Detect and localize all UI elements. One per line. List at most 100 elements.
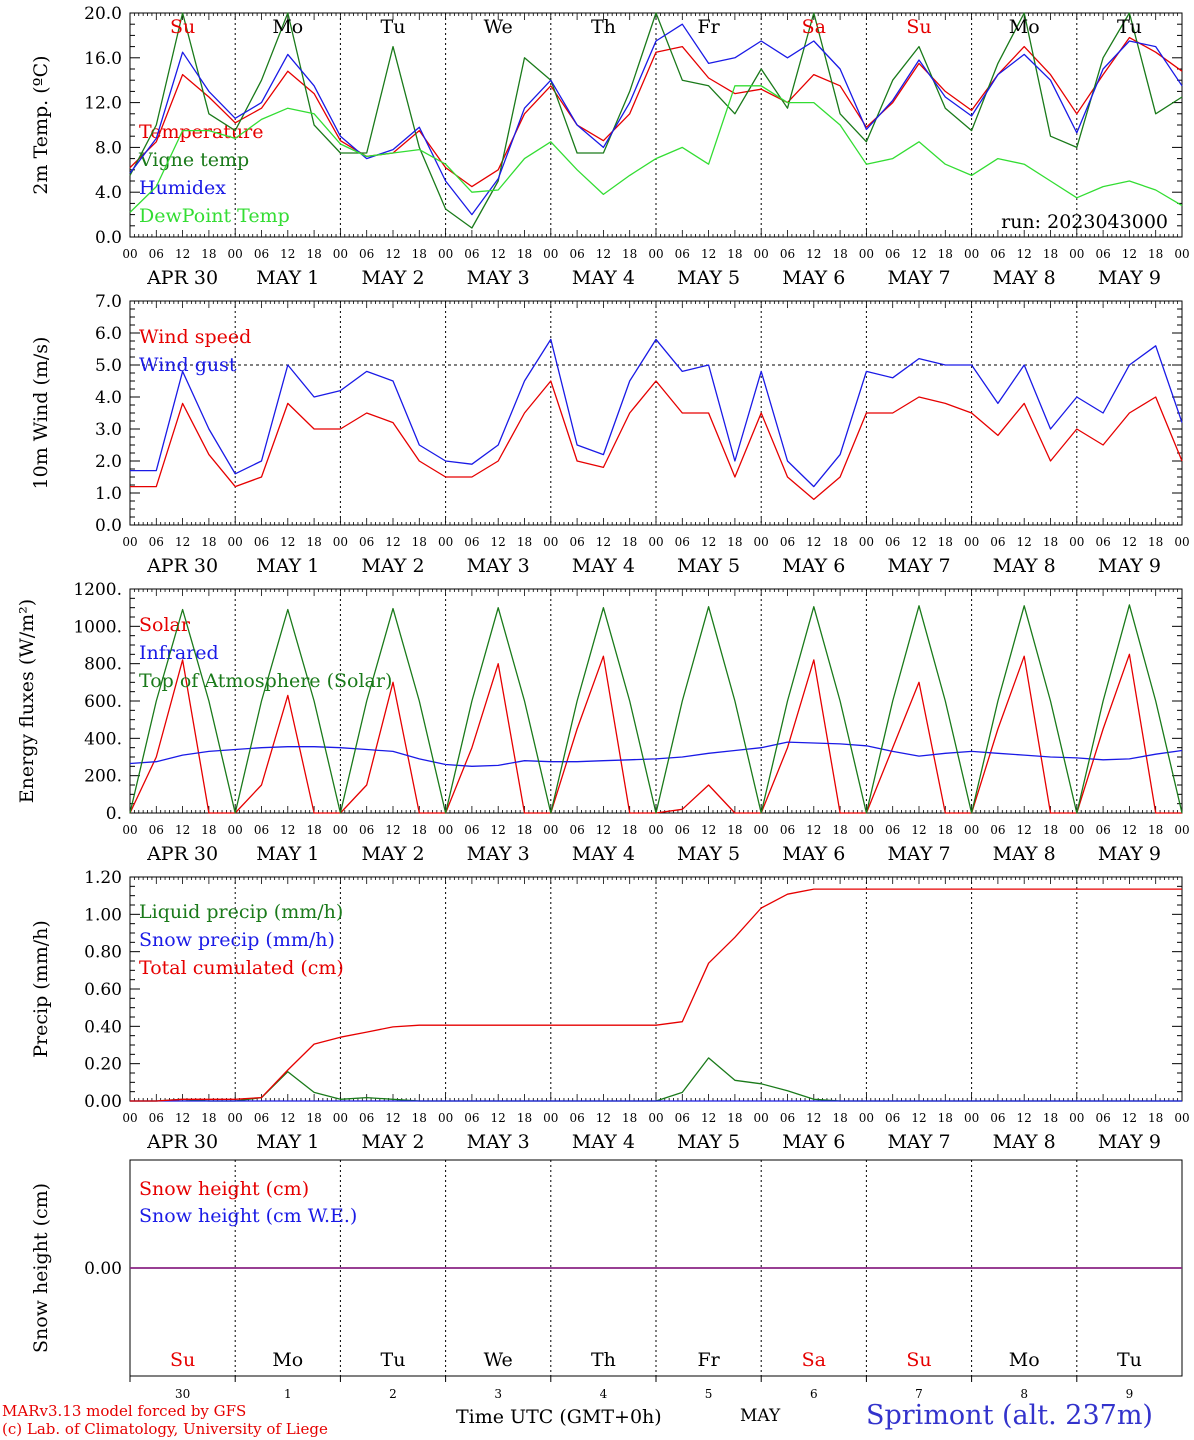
y-tick-label: 800.	[84, 655, 122, 675]
hour-tick-label: 18	[412, 535, 427, 549]
hour-tick-label: 12	[1017, 247, 1032, 261]
hour-tick-label: 18	[622, 1111, 637, 1125]
series-line-infrared	[129, 741, 1183, 767]
hour-tick-label: 00	[1069, 823, 1084, 837]
hour-tick-label: 18	[622, 247, 637, 261]
hour-tick-label: 18	[1043, 535, 1058, 549]
hour-tick-label: 06	[780, 823, 795, 837]
hour-tick-label: 00	[964, 535, 979, 549]
date-label: MAY 8	[993, 555, 1056, 577]
hour-tick-label: 06	[990, 1111, 1005, 1125]
panel-wind: 00 06 12 18 00 06 12 18 00 06 12 18 00 06 12 18 00 06 12 18…	[30, 292, 1190, 577]
hour-tick-label: 00	[228, 247, 243, 261]
hour-tick-label: 18	[1043, 247, 1058, 261]
hour-tick-label: 06	[569, 823, 584, 837]
hour-tick-label: 00	[438, 823, 453, 837]
hour-tick-label: 06	[149, 1111, 164, 1125]
weekday-label: We	[484, 16, 513, 38]
legend-entry: DewPoint Temp	[139, 205, 290, 227]
date-label: MAY 3	[467, 267, 530, 289]
hour-tick-label: 06	[885, 823, 900, 837]
hour-tick-label: 06	[780, 247, 795, 261]
hour-tick-label: 00	[438, 1111, 453, 1125]
hour-tick-label: 12	[911, 535, 926, 549]
y-axis-label: 10m Wind (m/s)	[30, 337, 52, 490]
date-label: MAY 5	[677, 843, 740, 865]
hour-tick-label: 18	[727, 1111, 742, 1125]
hour-tick-label: 12	[596, 535, 611, 549]
panel-energy: 00 06 12 18 00 06 12 18 00 06 12 18 00 06 12 18 00 06 12 18…	[16, 580, 1190, 865]
y-tick-label: 3.0	[95, 420, 122, 440]
hour-tick-label: 00	[122, 247, 137, 261]
weekday-label: Tu	[1117, 1349, 1142, 1371]
legend-entry: Snow precip (mm/h)	[139, 929, 335, 951]
month-label: MAY	[740, 1406, 781, 1426]
date-label: MAY 6	[782, 843, 845, 865]
day-number: 30	[175, 1387, 190, 1401]
weekday-label: Fr	[697, 1349, 720, 1371]
y-tick-label: 20.0	[84, 4, 122, 24]
series-line-humidex	[129, 23, 1183, 216]
hour-tick-label: 18	[622, 535, 637, 549]
hour-tick-label: 06	[464, 247, 479, 261]
hour-tick-label: 12	[280, 1111, 295, 1125]
hour-tick-label: 00	[1174, 247, 1189, 261]
hour-tick-label: 00	[754, 1111, 769, 1125]
weekday-label: Tu	[381, 1349, 406, 1371]
weekday-label: Mo	[1009, 1349, 1040, 1371]
y-tick-label: 1.00	[84, 905, 122, 925]
hour-tick-label: 00	[1069, 247, 1084, 261]
series-line-top-of-atmosphere-solar	[129, 604, 1183, 814]
hour-tick-label: 12	[911, 247, 926, 261]
hour-tick-label: 12	[385, 535, 400, 549]
legend-entry: Snow height (cm)	[139, 1178, 309, 1200]
hour-tick-label: 00	[648, 1111, 663, 1125]
series-line-wind-gust	[130, 338, 1183, 488]
date-label: MAY 9	[1098, 843, 1161, 865]
hour-tick-label: 12	[701, 1111, 716, 1125]
hour-tick-label: 06	[359, 247, 374, 261]
hour-tick-label: 06	[254, 247, 269, 261]
y-tick-label: 400.	[84, 729, 122, 749]
hour-tick-label: 12	[701, 823, 716, 837]
hour-tick-label: 18	[1148, 1111, 1163, 1125]
hour-tick-label: 00	[754, 247, 769, 261]
hour-tick-label: 06	[464, 823, 479, 837]
x-axis-title: Time UTC (GMT+0h)	[456, 1406, 662, 1428]
legend-entry: Liquid precip (mm/h)	[139, 901, 343, 923]
hour-tick-label: 00	[859, 823, 874, 837]
hour-tick-label: 06	[464, 535, 479, 549]
hour-tick-label: 06	[990, 247, 1005, 261]
weekday-label: Sa	[802, 16, 826, 38]
y-tick-label: 0.	[106, 804, 122, 824]
hour-tick-label: 00	[964, 823, 979, 837]
hour-tick-label: 00	[648, 823, 663, 837]
day-number: 7	[915, 1387, 923, 1401]
hour-tick-label: 12	[491, 247, 506, 261]
date-label: MAY 7	[887, 555, 950, 577]
date-label: MAY 3	[467, 555, 530, 577]
hour-tick-label: 12	[806, 823, 821, 837]
hour-tick-label: 12	[596, 823, 611, 837]
hour-tick-label: 12	[911, 1111, 926, 1125]
hour-tick-label: 06	[254, 535, 269, 549]
hour-tick-label: 00	[648, 535, 663, 549]
date-label: MAY 6	[782, 267, 845, 289]
hour-tick-label: 00	[1174, 1111, 1189, 1125]
hour-tick-label: 00	[228, 535, 243, 549]
hour-tick-label: 18	[938, 535, 953, 549]
weekday-label: We	[484, 1349, 513, 1371]
hour-tick-label: 18	[201, 1111, 216, 1125]
weekday-label: Mo	[272, 1349, 303, 1371]
hour-tick-label: 00	[543, 535, 558, 549]
y-tick-label: 4.0	[95, 183, 122, 203]
hour-tick-label: 00	[543, 823, 558, 837]
hour-tick-label: 06	[359, 823, 374, 837]
hour-tick-label: 06	[990, 535, 1005, 549]
y-tick-label: 0.00	[84, 1259, 122, 1279]
hour-tick-label: 06	[254, 823, 269, 837]
run-label: run: 2023043000	[1001, 211, 1168, 233]
hour-tick-label: 18	[1043, 823, 1058, 837]
y-tick-label: 200.	[84, 767, 122, 787]
